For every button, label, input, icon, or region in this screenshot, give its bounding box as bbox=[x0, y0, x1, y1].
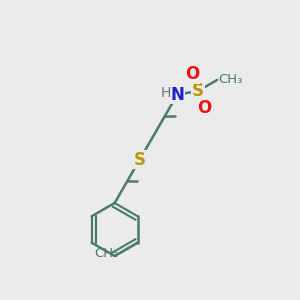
Text: S: S bbox=[192, 82, 204, 100]
Text: O: O bbox=[197, 99, 212, 117]
Text: H: H bbox=[161, 86, 171, 100]
Text: S: S bbox=[134, 151, 146, 169]
Text: N: N bbox=[170, 85, 184, 103]
Text: CH₃: CH₃ bbox=[94, 247, 118, 260]
Text: O: O bbox=[185, 65, 199, 83]
Text: CH₃: CH₃ bbox=[219, 74, 243, 86]
